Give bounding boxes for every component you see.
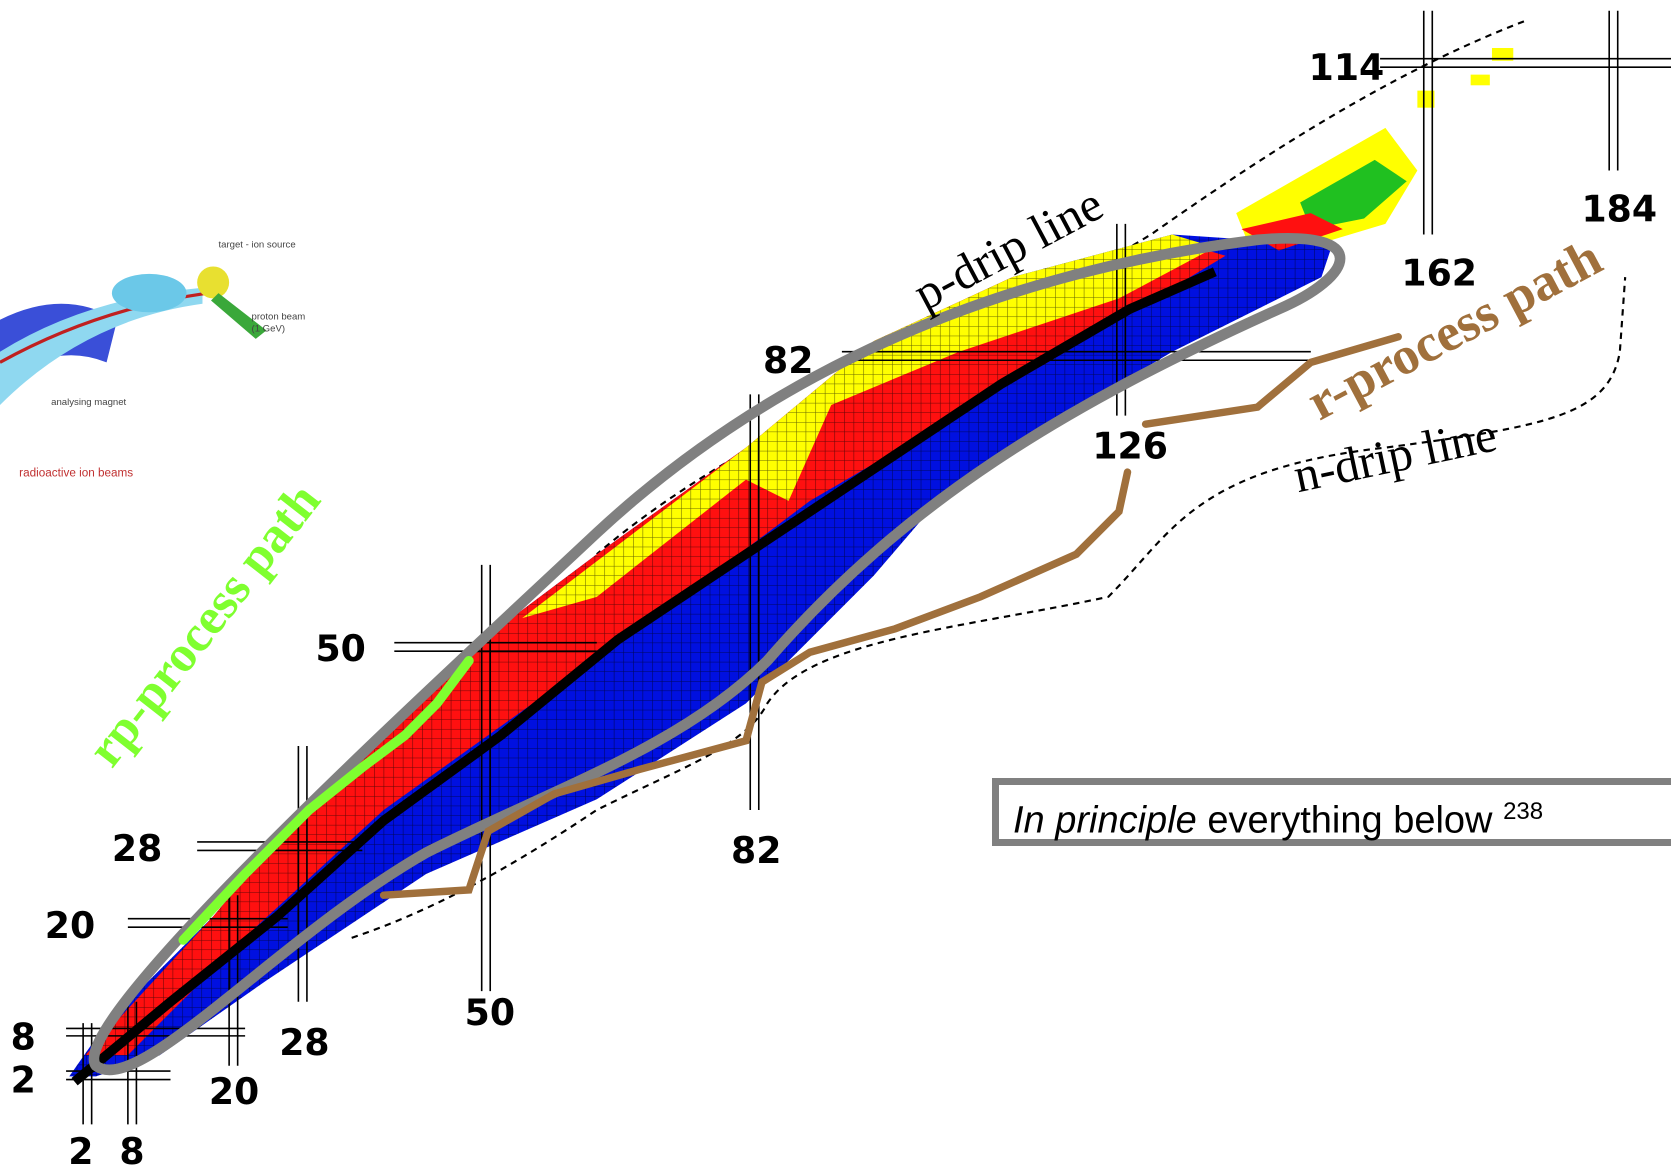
neutron-magic-label: 184: [1581, 188, 1657, 231]
proton-magic-label: 28: [112, 827, 162, 870]
proton-magic-label: 82: [763, 339, 813, 382]
inset-label: analysing magnet: [51, 397, 126, 408]
neutron-magic-label: 126: [1092, 424, 1168, 467]
neutron-magic-label: 162: [1401, 252, 1477, 295]
inset-label: proton beam: [252, 312, 306, 323]
rp-process-label: rp-process path: [76, 473, 331, 777]
proton-magic-label: 2: [11, 1058, 36, 1101]
neutron-magic-label: 28: [279, 1021, 329, 1064]
proton-magic-label: 50: [315, 627, 365, 670]
neutron-magic-label: 82: [731, 829, 781, 872]
neutron-magic-label: 20: [209, 1070, 259, 1113]
note-box: In principle everything below 238: [992, 778, 1671, 846]
inset-caption: radioactive ion beams: [19, 466, 133, 479]
proton-magic-label: 8: [11, 1016, 36, 1059]
inset-label: (1 GeV): [252, 323, 286, 334]
neutron-magic-label: 8: [119, 1130, 144, 1167]
inset-figure: [0, 266, 266, 405]
neutron-magic-label: 2: [68, 1130, 93, 1167]
page: target - ion source proton beam (1 GeV) …: [0, 0, 1671, 1167]
note-emphasis: In principle: [1013, 800, 1197, 842]
note-text: everything below: [1197, 800, 1503, 842]
note-superscript: 238: [1503, 798, 1543, 825]
nuclide-chart: target - ion source proton beam (1 GeV) …: [0, 0, 1671, 1167]
neutron-magic-label: 50: [465, 991, 515, 1034]
inset-label: target - ion source: [218, 239, 295, 250]
proton-magic-label: 114: [1309, 46, 1385, 89]
proton-magic-label: 20: [45, 904, 95, 947]
